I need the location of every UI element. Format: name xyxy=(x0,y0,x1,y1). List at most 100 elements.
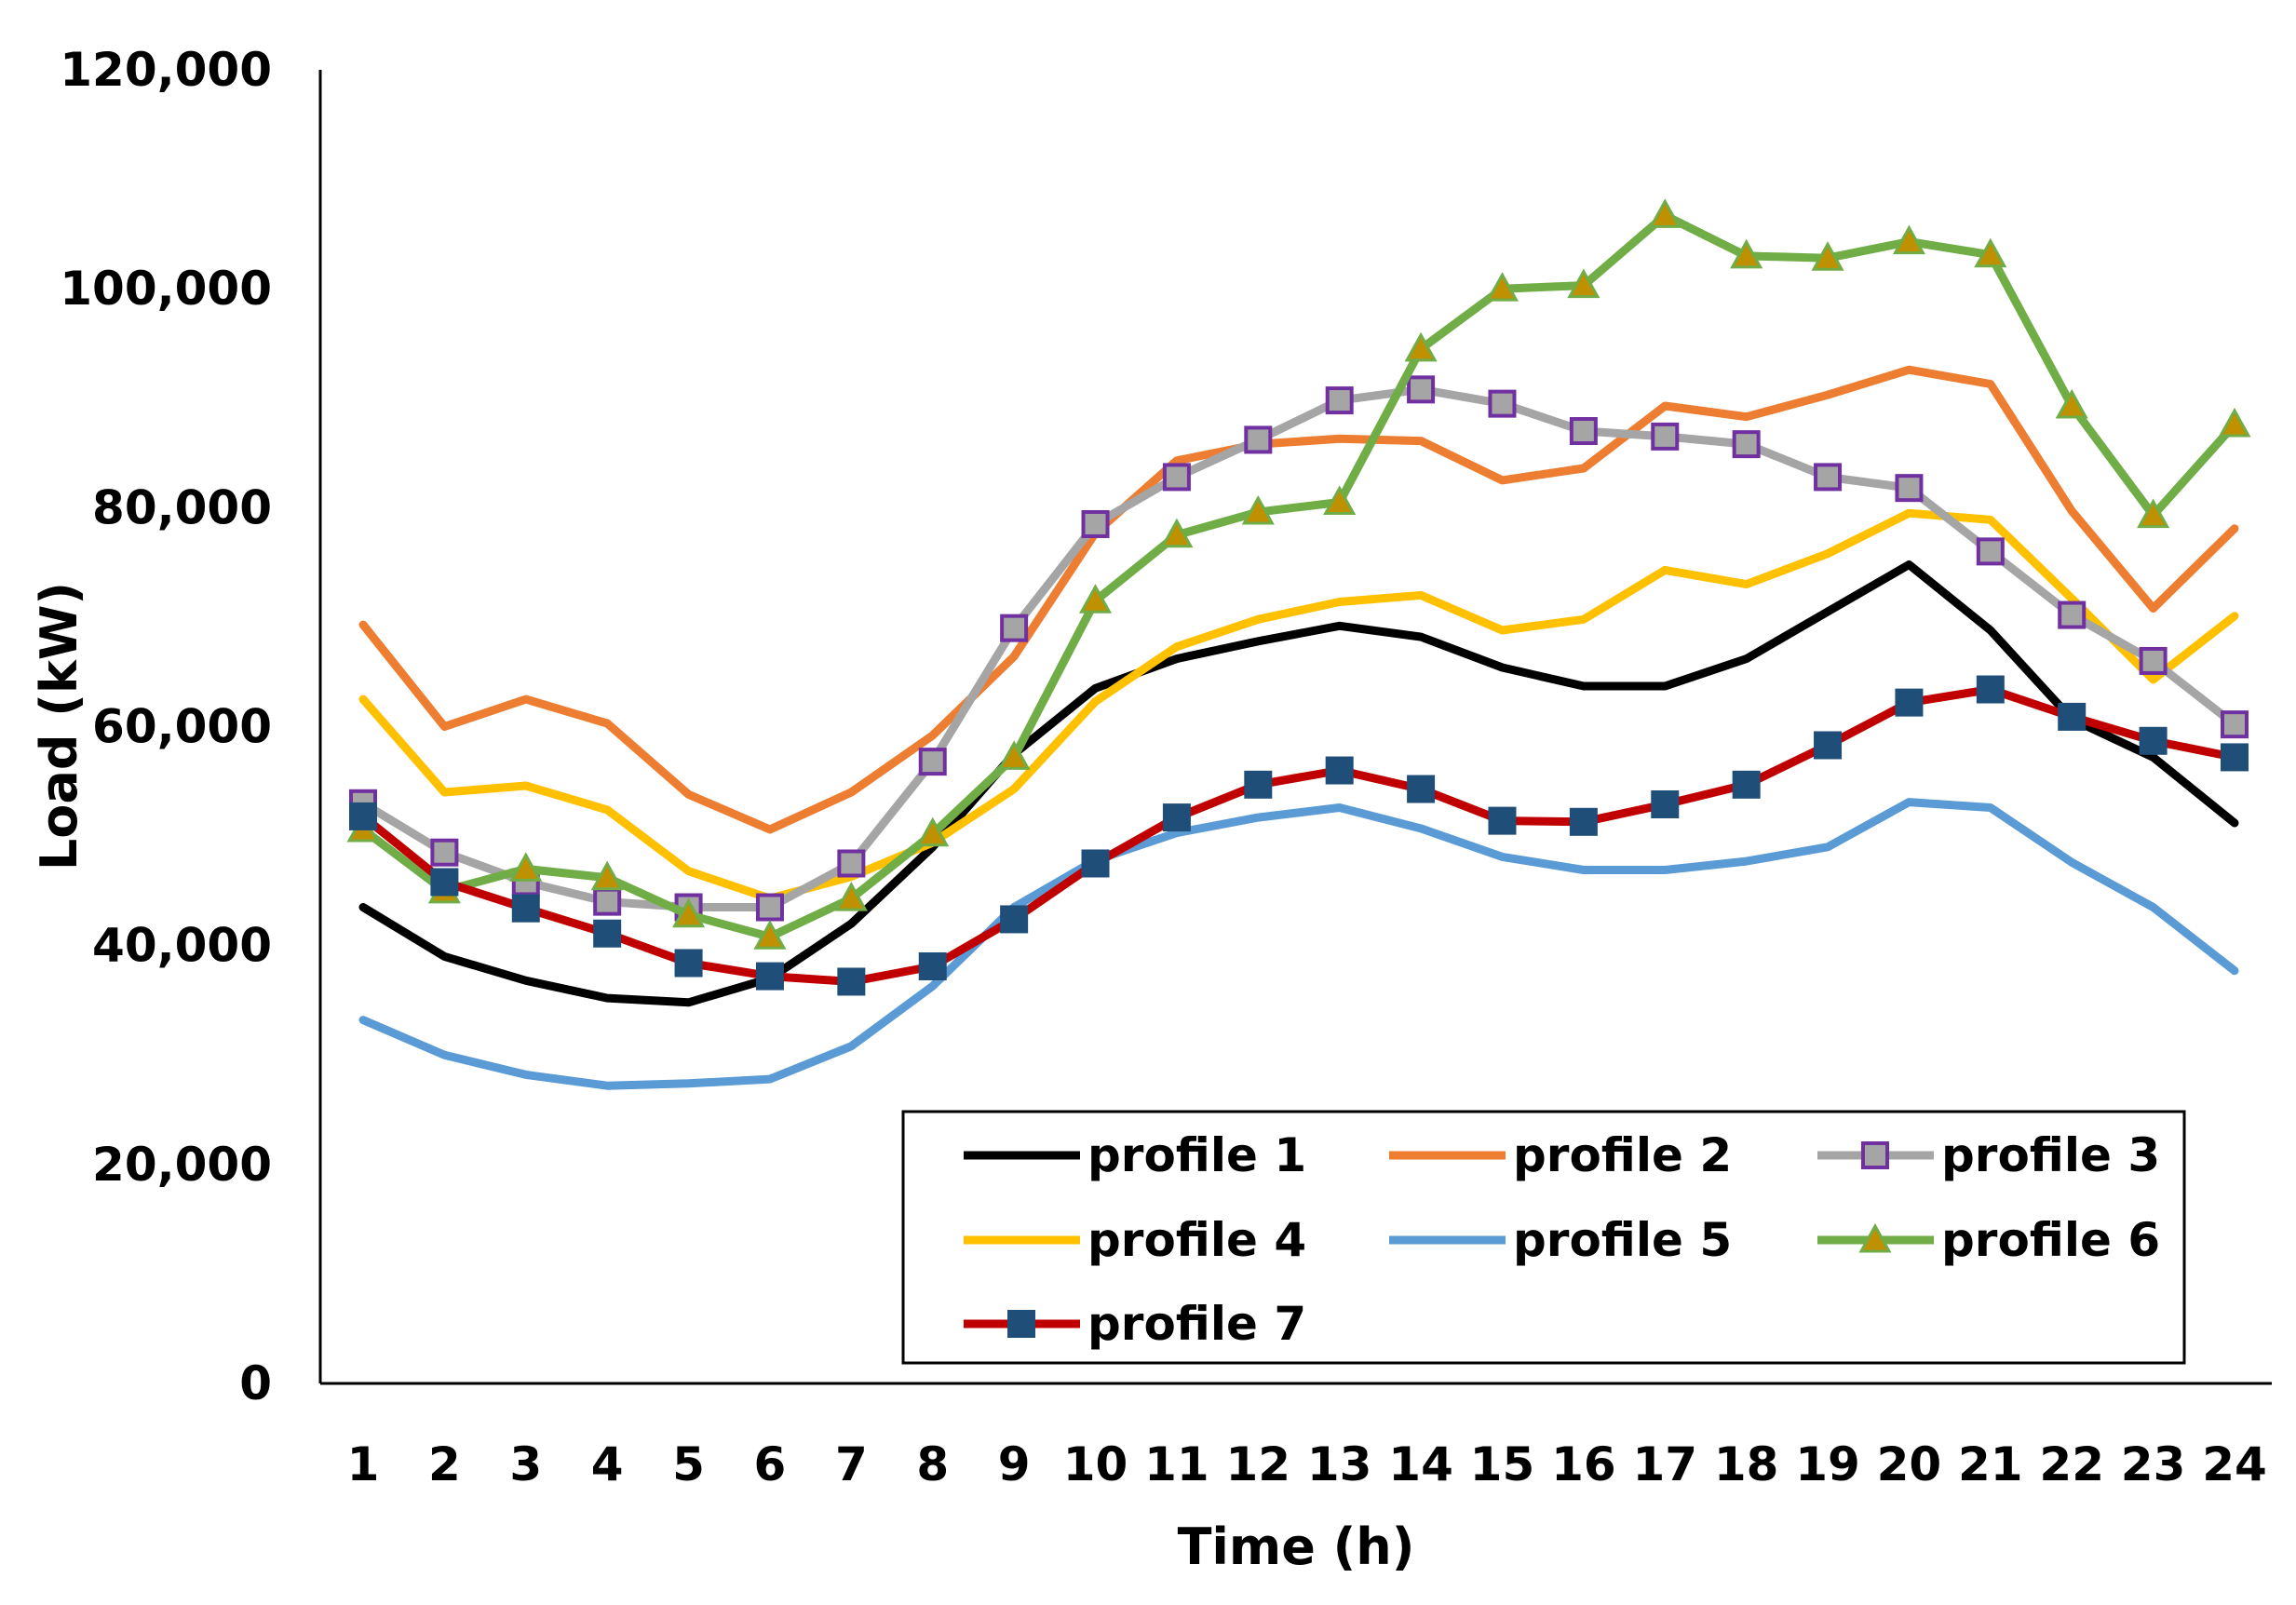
legend-label: profile 6 xyxy=(1941,1213,2160,1267)
data-point-profile-3 xyxy=(1814,463,1843,492)
x-tick-label: 16 xyxy=(1551,1437,1616,1491)
data-point-profile-7 xyxy=(918,952,947,981)
axes xyxy=(318,70,2272,1385)
data-point-profile-3 xyxy=(1000,614,1029,642)
y-tick-label: 40,000 xyxy=(92,919,272,973)
data-point-profile-6 xyxy=(1323,485,1357,515)
x-tick-label: 15 xyxy=(1470,1437,1535,1491)
legend-item-profile-1: profile 1 xyxy=(964,1128,1306,1182)
legend-item-profile-4: profile 4 xyxy=(964,1213,1306,1267)
data-point-profile-3 xyxy=(1325,386,1354,415)
y-tick-label: 80,000 xyxy=(92,480,272,534)
data-point-profile-7 xyxy=(674,949,703,978)
x-tick-label: 12 xyxy=(1226,1437,1291,1491)
data-point-profile-3 xyxy=(2139,646,2168,675)
data-point-profile-6 xyxy=(1078,584,1113,614)
x-tick-label: 3 xyxy=(509,1437,542,1491)
data-point-profile-3 xyxy=(837,849,866,878)
x-tick-label: 10 xyxy=(1063,1437,1128,1491)
data-point-profile-7 xyxy=(2058,702,2087,731)
data-point-profile-6 xyxy=(1241,494,1275,525)
legend-label: profile 2 xyxy=(1513,1128,1732,1182)
legend-item-profile-6: profile 6 xyxy=(1817,1213,2160,1267)
data-point-profile-6 xyxy=(2137,498,2170,529)
series-profile-7 xyxy=(349,675,2249,996)
data-point-profile-6 xyxy=(1648,198,1681,228)
data-point-profile-7 xyxy=(1488,806,1517,835)
legend-label: profile 5 xyxy=(1513,1213,1732,1267)
data-point-profile-7 xyxy=(1081,849,1110,878)
x-tick-label: 19 xyxy=(1795,1437,1860,1491)
y-tick-label: 100,000 xyxy=(60,262,272,316)
data-point-profile-6 xyxy=(997,740,1031,770)
data-point-profile-6 xyxy=(2055,388,2088,419)
series-line-profile-5 xyxy=(358,798,2239,1090)
x-tick-label: 11 xyxy=(1144,1437,1209,1491)
data-point-profile-7 xyxy=(2221,743,2249,772)
data-point-profile-6 xyxy=(1160,518,1194,548)
series-line-profile-2 xyxy=(358,365,2239,834)
data-point-profile-7 xyxy=(837,967,866,996)
data-point-profile-6 xyxy=(1974,237,2007,268)
series-profile-2 xyxy=(358,365,2239,834)
legend-label: profile 7 xyxy=(1087,1297,1306,1351)
y-axis-title: Load (kW) xyxy=(30,582,88,870)
data-point-profile-6 xyxy=(753,920,787,950)
data-point-profile-6 xyxy=(672,897,706,928)
x-tick-label: 13 xyxy=(1307,1437,1372,1491)
legend: profile 1 profile 2 profile 3 profile 4 prof… xyxy=(901,1110,2186,1365)
data-point-profile-6 xyxy=(1567,268,1600,299)
series-line-profile-6 xyxy=(358,210,2239,941)
data-point-profile-7 xyxy=(1244,770,1273,799)
x-tick-label: 17 xyxy=(1632,1437,1697,1491)
series-profile-4 xyxy=(358,508,2239,903)
legend-marker xyxy=(1858,1222,1892,1253)
data-point-profile-7 xyxy=(1162,803,1191,832)
y-tick-label: 0 xyxy=(239,1356,272,1410)
legend-label: profile 3 xyxy=(1941,1128,2160,1182)
series-line-profile-3 xyxy=(358,384,2239,911)
data-point-profile-7 xyxy=(1325,756,1354,785)
data-point-profile-3 xyxy=(1162,463,1191,492)
data-point-profile-3 xyxy=(1732,430,1761,459)
legend-item-profile-3: profile 3 xyxy=(1817,1128,2160,1182)
x-tick-label: 1 xyxy=(347,1437,380,1491)
series-line-profile-1 xyxy=(358,560,2239,1007)
series-line-profile-4 xyxy=(358,508,2239,903)
data-point-profile-7 xyxy=(511,894,540,923)
data-point-profile-7 xyxy=(593,919,622,948)
x-tick-label: 22 xyxy=(2039,1437,2104,1491)
legend-label: profile 4 xyxy=(1087,1213,1306,1267)
legend-item-profile-5: profile 5 xyxy=(1389,1213,1732,1267)
series-profile-5 xyxy=(358,798,2239,1090)
data-point-profile-7 xyxy=(1732,770,1761,799)
data-point-profile-7 xyxy=(2139,726,2168,755)
legend-marker xyxy=(1007,1310,1035,1338)
y-tick-label: 120,000 xyxy=(60,43,272,97)
x-tick-label: 2 xyxy=(428,1437,461,1491)
data-point-profile-3 xyxy=(1407,375,1436,404)
data-point-profile-7 xyxy=(1407,775,1436,803)
data-point-profile-6 xyxy=(509,852,543,882)
data-point-profile-6 xyxy=(2218,407,2251,438)
legend-item-profile-2: profile 2 xyxy=(1389,1128,1732,1182)
data-point-profile-6 xyxy=(1485,272,1519,302)
series-profile-1 xyxy=(358,560,2239,1007)
legend-item-profile-7: profile 7 xyxy=(964,1297,1306,1351)
x-tick-labels: 1 2 3 4 5 6 7 8 9 10 11 12 13 14 15 16 17 18 19 20 21 22 23 24 xyxy=(347,1437,2267,1491)
data-point-profile-6 xyxy=(1892,224,1925,255)
data-point-profile-3 xyxy=(1488,389,1517,418)
data-point-profile-3 xyxy=(593,887,622,916)
data-point-profile-7 xyxy=(1895,688,1924,717)
x-tick-label: 4 xyxy=(591,1437,624,1491)
data-point-profile-6 xyxy=(834,882,868,911)
x-tick-label: 23 xyxy=(2121,1437,2186,1491)
data-point-profile-3 xyxy=(755,893,784,922)
x-tick-label: 18 xyxy=(1714,1437,1779,1491)
x-tick-label: 5 xyxy=(672,1437,705,1491)
data-point-profile-7 xyxy=(1651,789,1680,818)
data-point-profile-7 xyxy=(430,868,459,897)
data-point-profile-7 xyxy=(1976,675,2005,704)
x-tick-label: 6 xyxy=(754,1437,787,1491)
